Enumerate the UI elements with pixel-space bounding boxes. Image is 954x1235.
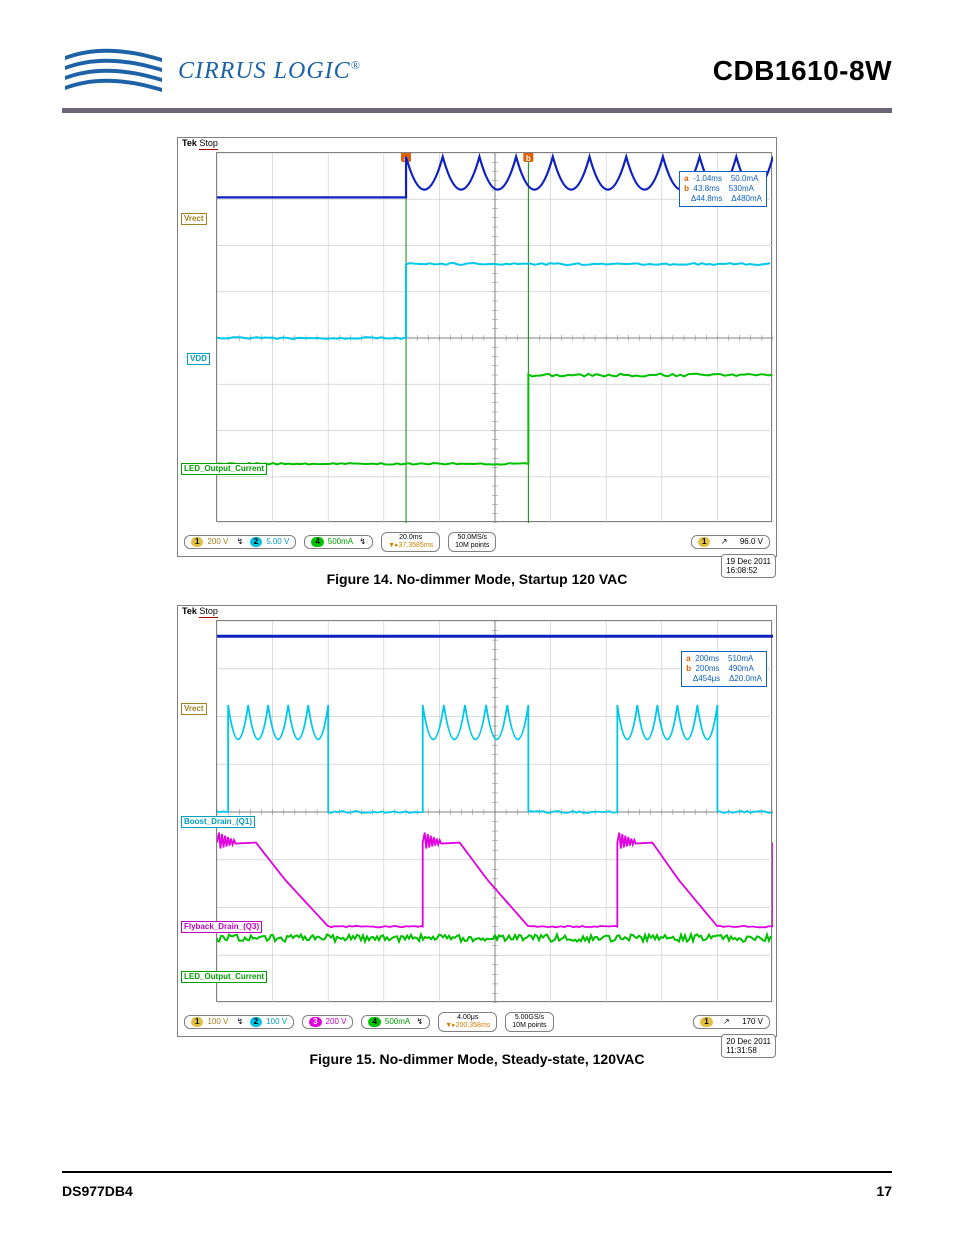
cursor-readout-15: a 200ms 510mA b 200ms 490mA Δ454μs Δ20.0… bbox=[681, 651, 767, 687]
header-rule bbox=[62, 108, 892, 113]
page-header: CIRRUS LOGIC® CDB1610-8W bbox=[62, 38, 892, 104]
scope15-timestamp: 20 Dec 201111:31:58 bbox=[721, 1034, 776, 1058]
ch2-label-14: VDD bbox=[187, 353, 210, 365]
scope-fig15: Tek Stop Vrect Boost_Drain_(Q1) Flyback_… bbox=[177, 605, 777, 1037]
scope-fig14: Tek Stop ab Vrect VDD LED_Output_Current… bbox=[177, 137, 777, 557]
part-number: CDB1610-8W bbox=[713, 55, 892, 87]
ch1-label-15: Vrect bbox=[181, 703, 207, 715]
tek-label: Tek bbox=[182, 138, 197, 148]
scope15-grid: Vrect Boost_Drain_(Q1) Flyback_Drain_(Q3… bbox=[216, 620, 772, 1002]
page-footer: DS977DB4 17 bbox=[62, 1183, 892, 1199]
brand-text: CIRRUS LOGIC bbox=[178, 58, 351, 84]
svg-text:b: b bbox=[526, 154, 531, 163]
brand-reg: ® bbox=[351, 58, 361, 72]
scope14-timestamp: 19 Dec 201116:08:52 bbox=[721, 554, 776, 578]
stop-label: Stop bbox=[199, 138, 218, 150]
logo-wave-icon bbox=[62, 44, 172, 98]
ch2-label-15: Boost_Drain_(Q1) bbox=[181, 816, 255, 828]
company-logo: CIRRUS LOGIC® bbox=[62, 44, 361, 98]
ch4-label-15: LED_Output_Current bbox=[181, 971, 267, 983]
doc-id: DS977DB4 bbox=[62, 1183, 133, 1199]
scope15-topbar: Tek Stop bbox=[178, 606, 776, 620]
ch4-label-14: LED_Output_Current bbox=[181, 463, 267, 475]
figure-15-block: Tek Stop Vrect Boost_Drain_(Q1) Flyback_… bbox=[62, 605, 892, 1067]
ch1-label-14: Vrect bbox=[181, 213, 207, 225]
tek-label: Tek bbox=[182, 606, 197, 616]
scope14-grid: ab Vrect VDD LED_Output_Current a -1.04m… bbox=[216, 152, 772, 522]
figure-14-block: Tek Stop ab Vrect VDD LED_Output_Current… bbox=[62, 137, 892, 587]
page-number: 17 bbox=[876, 1183, 892, 1199]
scope14-bottom-readout: 1200 V ↯ 25.00 V 4500mA ↯ 20.0ms▼▸37.358… bbox=[184, 532, 770, 552]
stop-label: Stop bbox=[199, 606, 218, 618]
scope14-topbar: Tek Stop bbox=[178, 138, 776, 152]
page: CIRRUS LOGIC® CDB1610-8W Tek Stop ab Vre… bbox=[0, 0, 954, 1235]
ch3-label-15: Flyback_Drain_(Q3) bbox=[181, 921, 262, 933]
footer-rule bbox=[62, 1171, 892, 1173]
scope15-bottom-readout: 1100 V ↯ 2100 V 3200 V 4500mA ↯ 4.00μs▼▸… bbox=[184, 1012, 770, 1032]
cursor-readout-14: a -1.04ms 50.0mA b 43.8ms 530mA Δ44.8ms … bbox=[679, 171, 767, 207]
